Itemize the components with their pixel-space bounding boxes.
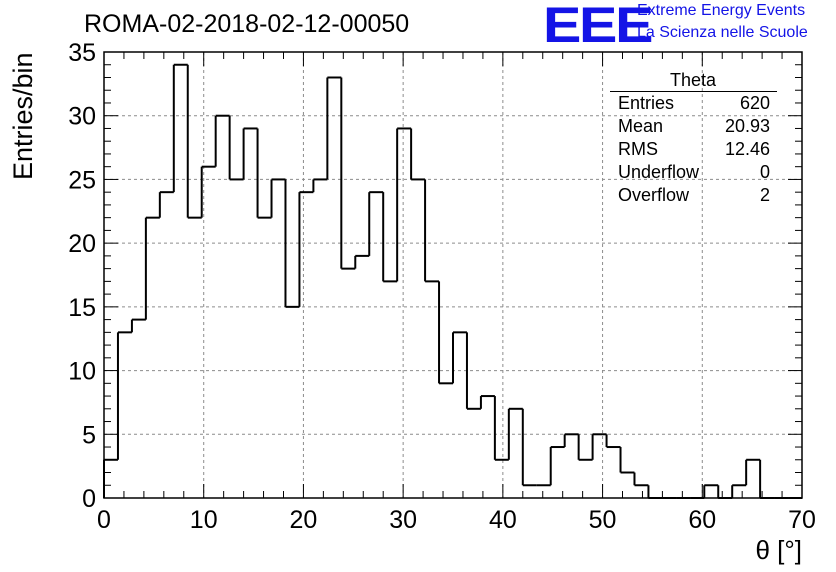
plot-frame (103, 51, 803, 499)
stats-value: 12.46 (724, 139, 770, 159)
x-tick-label: 30 (389, 506, 417, 534)
stats-key: Mean (618, 116, 664, 136)
x-tick-label: 0 (97, 506, 111, 534)
chart-title: ROMA-02-2018-02-12-00050 (84, 10, 410, 38)
x-axis-label: θ [°] (755, 535, 802, 565)
y-tick-label: 0 (82, 485, 96, 513)
x-tick-label: 10 (190, 506, 218, 534)
logo-subtitle-2: La Scienza nelle Scuole (637, 24, 808, 41)
x-tick-label: 60 (688, 506, 716, 534)
stats-key: Overflow (618, 185, 690, 205)
stats-row-entries: Entries 620 (618, 93, 770, 115)
x-tick-label: 20 (290, 506, 318, 534)
stats-key: Entries (618, 93, 675, 113)
x-tick-label: 70 (788, 506, 816, 534)
stats-row-mean: Mean 20.93 (618, 116, 770, 138)
y-tick-label: 10 (68, 358, 96, 386)
x-tick-label: 40 (489, 506, 517, 534)
stats-value: 0 (759, 162, 770, 182)
stats-row-overflow: Overflow 2 (618, 185, 770, 207)
stats-row-underflow: Underflow 0 (618, 162, 770, 184)
stats-key: Underflow (618, 162, 700, 182)
eee-logo: EEE (543, 0, 653, 53)
stats-key: RMS (618, 139, 658, 159)
stats-value: 2 (759, 185, 770, 205)
y-axis-label: Entries/bin (8, 52, 38, 180)
stats-value: 20.93 (724, 116, 770, 136)
stats-value: 620 (739, 93, 770, 113)
y-tick-label: 15 (68, 294, 96, 322)
stats-title: Theta (669, 70, 717, 90)
y-tick-label: 30 (68, 103, 96, 131)
y-tick-label: 5 (82, 421, 96, 449)
stats-divider (610, 91, 777, 92)
y-tick-label: 20 (68, 230, 96, 258)
y-tick-label: 25 (68, 166, 96, 194)
stats-row-rms: RMS 12.46 (618, 139, 770, 161)
logo-subtitle-1: Extreme Energy Events (637, 2, 806, 19)
x-tick-label: 50 (589, 506, 617, 534)
y-tick-label: 35 (68, 39, 96, 67)
